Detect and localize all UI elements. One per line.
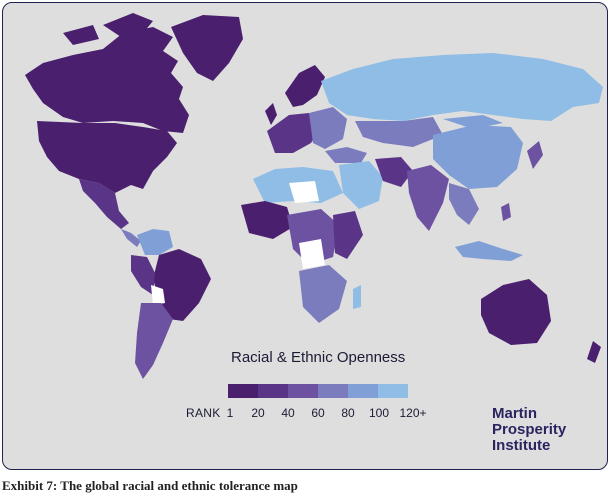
region-kazakhstan	[355, 117, 443, 147]
region-west-africa	[241, 201, 293, 239]
region-southern-africa	[299, 265, 347, 323]
tick-label: 20	[251, 406, 265, 420]
region-peru	[131, 255, 155, 295]
map-svg	[25, 13, 603, 379]
color-scale	[228, 384, 408, 398]
swatch-rank-80	[348, 384, 378, 398]
region-east-africa	[333, 211, 363, 259]
legend-title: Racial & Ethnic Openness	[231, 349, 406, 366]
region-east-europe	[309, 107, 347, 149]
swatch-rank-40	[288, 384, 318, 398]
tick-label: 80	[341, 406, 355, 420]
tick-label: 120+	[399, 406, 427, 420]
region-greenland	[171, 15, 243, 81]
tick-label: 60	[311, 406, 325, 420]
region-indonesia	[455, 241, 523, 261]
tick-label: 40	[281, 406, 295, 420]
swatch-rank-1	[228, 384, 258, 398]
region-central-africa	[287, 209, 339, 265]
region-congo-nodata	[299, 239, 325, 269]
region-china	[433, 125, 523, 189]
region-arctic-islands	[63, 13, 153, 45]
region-australia	[481, 279, 551, 345]
region-iran-afghanistan	[375, 157, 413, 187]
region-brazil	[153, 249, 211, 321]
region-west-europe	[267, 113, 321, 153]
tick-label: 1	[226, 406, 234, 420]
region-central-america	[121, 229, 141, 247]
region-colombia-venezuela	[137, 229, 173, 255]
region-mongolia	[443, 115, 503, 129]
region-india	[407, 165, 449, 231]
org-line: Martin	[492, 405, 537, 422]
region-uk	[265, 103, 277, 125]
region-scandinavia	[285, 65, 325, 107]
region-russia	[321, 53, 603, 121]
region-turkey-caucasus	[325, 147, 367, 163]
region-argentina-chile	[135, 303, 173, 379]
region-sahara-nodata	[289, 181, 319, 203]
org-line: Institute	[492, 437, 551, 454]
region-southeast-asia	[449, 183, 479, 225]
region-canada	[25, 27, 189, 133]
swatch-rank-100	[378, 384, 408, 398]
region-middle-east	[339, 161, 383, 209]
region-japan-korea	[527, 141, 543, 169]
world-map: Racial & Ethnic Openness RANK 1 20 40 60…	[2, 2, 608, 470]
swatch-rank-60	[318, 384, 348, 398]
rank-label: RANK	[186, 406, 221, 420]
figure-caption: Exhibit 7: The global racial and ethnic …	[2, 478, 298, 493]
org-line: Prosperity	[492, 421, 567, 438]
region-philippines	[501, 203, 511, 221]
region-madagascar	[353, 285, 361, 309]
org-logo-text: Martin Prosperity Institute	[492, 406, 592, 454]
swatch-rank-20	[258, 384, 288, 398]
tick-label: 100	[368, 406, 390, 420]
region-bolivia-nodata	[151, 285, 165, 305]
region-usa	[37, 121, 177, 193]
region-mexico	[79, 179, 129, 229]
region-new-zealand	[587, 341, 601, 363]
